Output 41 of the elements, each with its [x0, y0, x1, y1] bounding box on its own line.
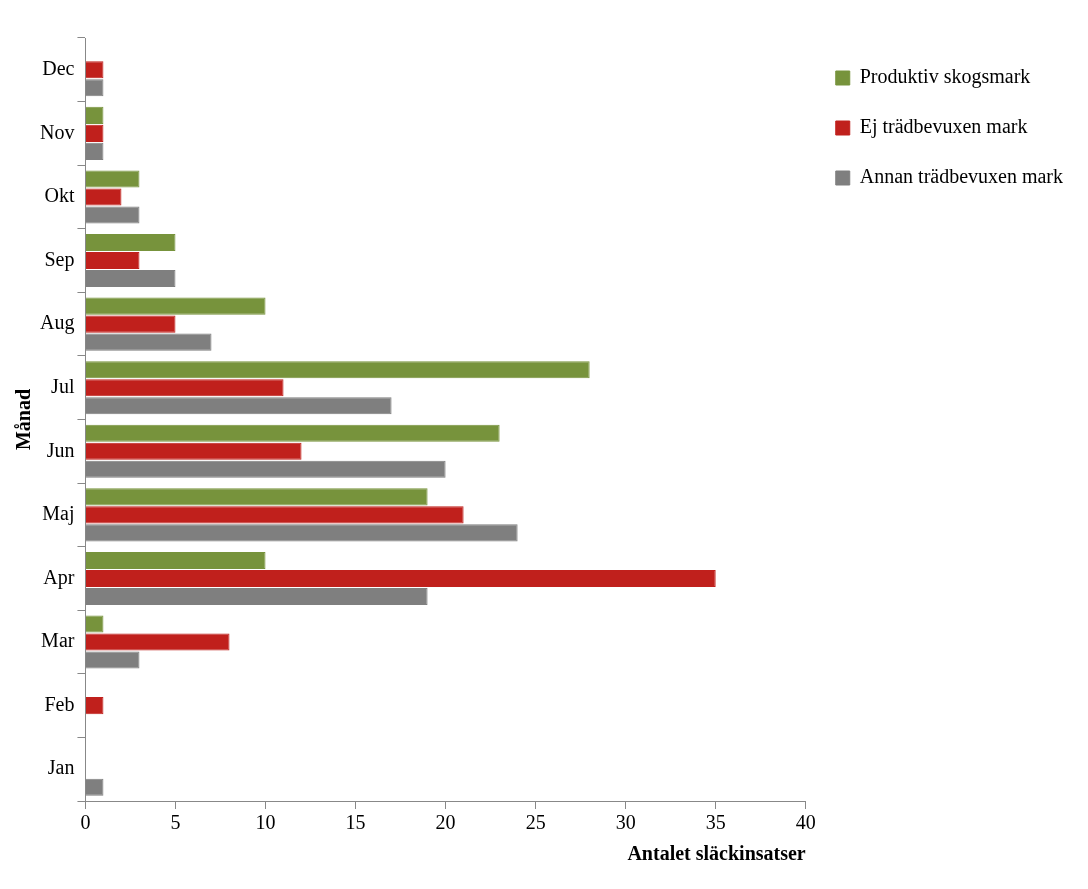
- legend-label: Ej trädbevuxen mark: [859, 115, 1028, 139]
- x-tick-label: 30: [615, 811, 636, 834]
- y-tick-label: Nov: [39, 120, 75, 143]
- x-tick-label: 25: [525, 811, 546, 834]
- bar: [85, 379, 284, 397]
- bar: [85, 424, 500, 442]
- y-tick-label: Dec: [42, 57, 75, 80]
- x-tick-label: 40: [795, 811, 816, 834]
- y-tick-label: Aug: [39, 311, 75, 335]
- x-tick-label: 20: [435, 811, 456, 834]
- y-tick-label: Jul: [51, 374, 75, 397]
- x-tick-label: 5: [170, 811, 181, 834]
- y-tick-label: Jun: [46, 438, 75, 461]
- bar: [85, 442, 302, 460]
- y-tick-label: Maj: [42, 502, 75, 526]
- y-tick-label: Jan: [47, 756, 75, 779]
- bar: [85, 488, 428, 506]
- bar: [85, 297, 266, 315]
- y-tick-label: Sep: [44, 247, 75, 271]
- legend-label: Annan trädbevuxen mark: [859, 165, 1064, 188]
- bar: [85, 361, 590, 379]
- legend-label: Produktiv skogsmark: [859, 65, 1031, 89]
- x-tick-label: 15: [345, 811, 366, 834]
- bar: [85, 633, 230, 651]
- y-tick-label: Okt: [44, 184, 75, 207]
- bar: [85, 233, 176, 252]
- bar: [85, 188, 122, 206]
- x-tick-label: 35: [705, 811, 726, 834]
- y-tick-label: Apr: [43, 565, 75, 589]
- bar: [85, 506, 464, 524]
- y-tick-label: Feb: [44, 692, 75, 715]
- x-tick-label: 0: [80, 811, 91, 834]
- y-tick-label: Mar: [41, 629, 75, 652]
- bar: [85, 170, 140, 188]
- bar: [85, 315, 176, 333]
- bar: [85, 569, 716, 588]
- y-axis-title: Månad: [12, 388, 35, 451]
- x-axis-title: Antalet släckinsatser: [627, 842, 806, 865]
- bar: [85, 251, 140, 270]
- bar: [85, 551, 266, 569]
- x-tick-label: 10: [255, 811, 276, 834]
